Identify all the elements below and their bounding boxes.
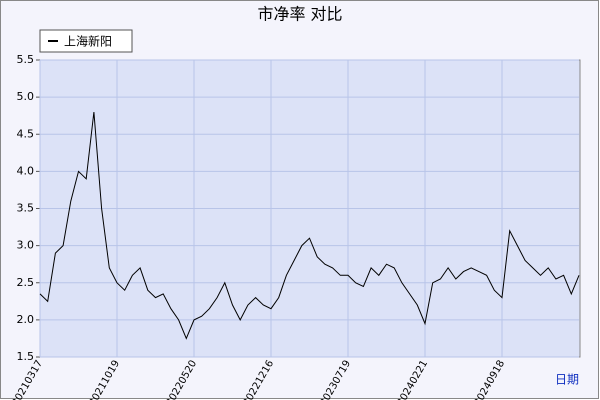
y-tick-label: 3.5: [17, 202, 35, 215]
legend-box: [39, 29, 133, 53]
y-tick-label: 4.0: [17, 164, 35, 177]
x-axis-label: 日期: [555, 373, 579, 387]
y-tick-label: 1.5: [17, 350, 35, 363]
series-line: [39, 111, 580, 340]
legend-label: 上海新阳: [64, 34, 112, 49]
chart-title: 市净率 对比: [257, 5, 342, 24]
y-tick-label: 3.0: [17, 239, 35, 252]
y-tick-label: 5.0: [17, 90, 35, 103]
y-tick-label: 5.5: [17, 53, 35, 66]
y-tick-label: 2.0: [17, 313, 35, 326]
y-tick-label: 4.5: [17, 127, 35, 140]
y-tick-label: 2.5: [17, 276, 35, 289]
